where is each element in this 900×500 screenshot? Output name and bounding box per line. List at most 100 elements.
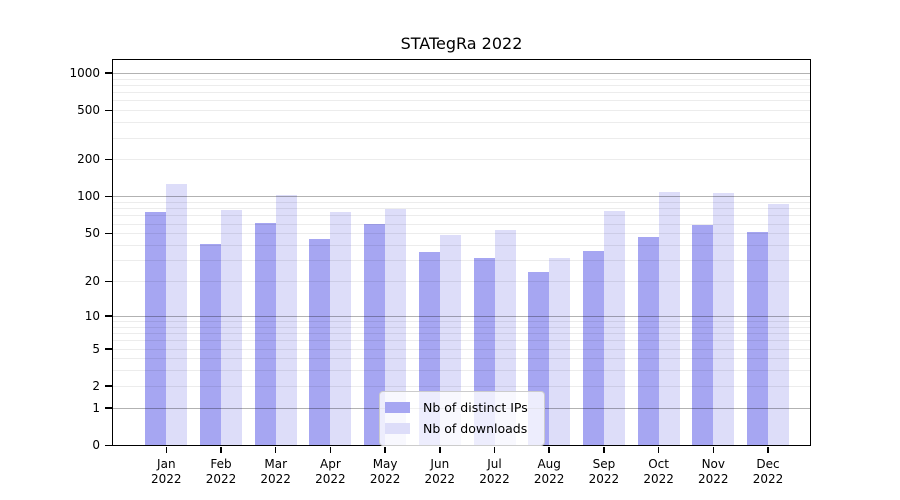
bar-distinct-ips [364,223,386,445]
bar-distinct-ips [582,250,604,445]
bar-downloads [221,210,242,445]
gridline-minor [113,110,810,112]
x-tick [439,446,441,453]
x-axis-tick-label: Aug 2022 [533,457,565,486]
x-tick [493,446,496,453]
x-axis-tick-label: Oct 2022 [643,457,674,486]
bar-downloads [713,192,735,445]
y-tick [104,315,112,317]
x-axis-tick-label: Dec 2022 [752,457,784,486]
x-tick [548,446,550,453]
gridline-minor [113,245,810,246]
gridline-major [113,196,810,198]
y-tick [104,444,112,446]
x-axis-tick-label: May 2022 [369,457,401,486]
bar-downloads [330,211,352,445]
gridline-minor [113,340,810,342]
legend-swatch-distinct-ips [385,402,410,413]
y-tick [104,280,112,283]
x-tick [274,446,277,453]
y-axis-tick-label: 5 [92,341,100,356]
y-tick [104,385,112,387]
gridline-minor [113,233,810,235]
bar-downloads [768,203,789,445]
x-axis-tick-label: Nov 2022 [698,457,729,486]
x-axis-tick-label: Mar 2022 [260,457,291,486]
gridline-minor [113,100,810,102]
gridline-major [113,315,810,317]
chart-title: STATegRa 2022 [400,34,523,53]
y-axis-tick-label: 100 [77,189,100,204]
bar-distinct-ips [145,212,167,445]
bar-downloads [658,191,680,445]
legend: Nb of distinct IPs Nb of downloads [379,391,545,446]
gridline-major [113,72,810,74]
bar-distinct-ips [692,224,714,445]
y-axis-tick-label: 500 [77,103,100,118]
gridline-minor [113,92,810,94]
x-axis-tick-label: Jan 2022 [151,457,182,486]
bar-downloads [549,258,571,445]
x-tick [220,446,222,453]
x-axis-tick-label: Feb 2022 [205,457,237,486]
y-tick [104,407,112,409]
bar-downloads [275,195,297,445]
gridline-minor [113,137,810,139]
gridline-minor [113,215,810,217]
gridline-minor [113,84,810,86]
gridline-minor [113,385,810,387]
y-axis-tick-label: 1 [92,400,100,415]
y-tick [104,232,112,235]
bar-distinct-ips [747,232,768,445]
y-axis-tick-label: 200 [77,152,100,167]
gridline-minor [113,208,810,210]
x-tick [384,446,386,453]
plot-area [113,60,810,445]
y-tick [104,109,112,112]
gridline-minor [113,370,810,372]
x-axis-tick-label: Jun 2022 [424,457,456,486]
x-axis-tick-label: Apr 2022 [315,457,346,486]
gridline-minor [113,321,810,322]
bar-downloads [603,211,625,445]
legend-item-distinct-ips: Nb of distinct IPs [385,397,536,418]
y-axis-tick-label: 1000 [69,65,100,80]
x-axis-tick-label: Jul 2022 [479,457,510,486]
gridline-minor [113,223,810,225]
x-tick [712,446,715,453]
x-tick [329,446,332,453]
gridline-minor [113,159,810,161]
gridline-minor [113,202,810,204]
legend-label-downloads: Nb of downloads [423,421,528,436]
bar-downloads [385,209,407,445]
y-tick [104,195,112,198]
x-axis-tick-label: Sep 2022 [588,457,620,486]
gridline-minor [113,78,810,80]
gridline-minor [113,348,810,350]
gridline-minor [113,326,810,328]
y-tick [104,348,112,350]
y-axis-tick-label: 0 [92,438,100,452]
y-axis-tick-label: 10 [84,308,100,323]
gridline-minor [113,358,810,360]
x-tick [657,446,660,453]
bar-distinct-ips [637,236,659,445]
gridline-minor [113,333,810,335]
gridline-minor [113,281,810,283]
bar-downloads [166,184,188,445]
y-tick [104,158,112,161]
gridline-minor [113,260,810,262]
x-tick [767,446,769,453]
x-tick [603,446,605,453]
y-axis-tick-label: 2 [92,378,100,393]
legend-swatch-downloads [385,423,410,434]
bar-distinct-ips [309,238,331,445]
y-axis-tick-label: 20 [84,274,100,289]
x-tick [165,446,168,453]
y-tick [104,72,112,74]
bar-distinct-ips [200,243,221,445]
legend-label-distinct-ips: Nb of distinct IPs [423,400,528,415]
y-axis-tick-label: 50 [84,226,100,241]
gridline-minor [113,122,810,124]
